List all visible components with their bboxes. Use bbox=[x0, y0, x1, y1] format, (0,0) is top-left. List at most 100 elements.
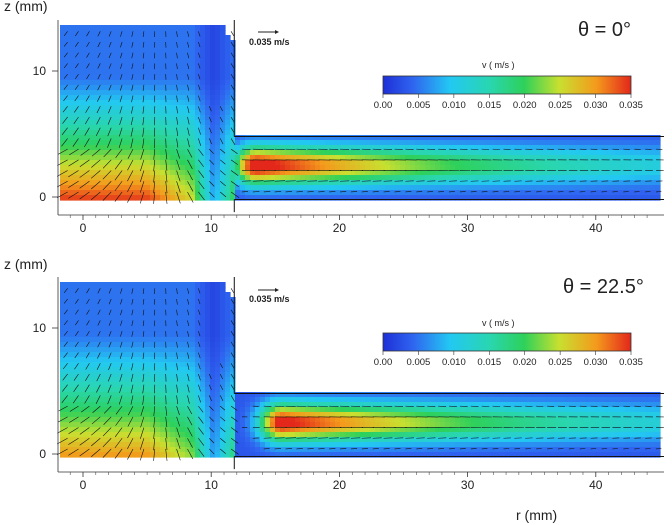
velocity-vector bbox=[130, 116, 134, 126]
velocity-vector bbox=[219, 395, 224, 401]
velocity-vector bbox=[263, 148, 274, 150]
velocity-vector bbox=[187, 84, 190, 91]
top-velocity-field bbox=[56, 25, 664, 204]
velocity-vector bbox=[307, 448, 314, 450]
velocity-vector bbox=[329, 448, 336, 450]
velocity-vector bbox=[198, 159, 204, 167]
velocity-vector bbox=[73, 373, 79, 381]
velocity-vector bbox=[131, 352, 134, 360]
velocity-vector bbox=[108, 341, 112, 348]
velocity-vector bbox=[95, 395, 101, 404]
velocity-vector bbox=[102, 448, 112, 458]
velocity-vector bbox=[208, 395, 212, 401]
velocity-vector bbox=[176, 191, 181, 204]
velocity-vector bbox=[176, 159, 181, 171]
r-tick-label: 30 bbox=[461, 221, 475, 235]
velocity-vector bbox=[263, 191, 271, 193]
velocity-vector bbox=[75, 309, 79, 315]
velocity-vector bbox=[219, 448, 226, 454]
velocity-vector bbox=[86, 320, 90, 326]
velocity-vector bbox=[63, 309, 68, 315]
velocity-vector bbox=[56, 448, 68, 456]
velocity-vector bbox=[68, 448, 79, 456]
velocity-vector bbox=[209, 170, 215, 176]
velocity-vector bbox=[131, 363, 134, 371]
velocity-vector bbox=[187, 31, 190, 37]
velocity-vector bbox=[209, 181, 215, 187]
velocity-vector bbox=[187, 41, 190, 48]
velocity-vector bbox=[63, 41, 68, 47]
velocity-vector bbox=[230, 309, 235, 315]
velocity-vector bbox=[142, 63, 145, 70]
velocity-vector bbox=[86, 298, 90, 305]
top-reference-vector-label: 0.035 m/s bbox=[249, 37, 290, 47]
velocity-vector bbox=[75, 288, 79, 294]
velocity-vector bbox=[230, 341, 235, 347]
velocity-vector bbox=[219, 170, 226, 176]
velocity-vector bbox=[131, 95, 134, 103]
velocity-vector bbox=[90, 170, 101, 179]
velocity-vector bbox=[131, 288, 134, 294]
velocity-vector bbox=[120, 63, 123, 69]
velocity-vector bbox=[230, 395, 236, 402]
velocity-vector bbox=[142, 84, 145, 91]
velocity-vector bbox=[140, 170, 145, 183]
velocity-vector bbox=[198, 309, 201, 315]
velocity-vector bbox=[127, 170, 134, 182]
velocity-vector bbox=[91, 416, 101, 425]
velocity-vector bbox=[208, 138, 212, 145]
velocity-vector bbox=[187, 416, 193, 426]
velocity-vector bbox=[63, 320, 68, 326]
velocity-vector bbox=[102, 181, 112, 191]
velocity-vector bbox=[102, 427, 112, 437]
velocity-vector bbox=[176, 331, 178, 337]
velocity-vector bbox=[140, 416, 145, 428]
velocity-vector bbox=[108, 363, 112, 371]
velocity-vector bbox=[187, 95, 190, 102]
velocity-vector bbox=[230, 170, 239, 176]
velocity-vector bbox=[263, 180, 275, 182]
velocity-vector bbox=[230, 106, 235, 112]
velocity-vector bbox=[165, 448, 168, 461]
velocity-vector bbox=[57, 416, 68, 423]
colorbar-tick-label: 0.030 bbox=[584, 100, 608, 111]
velocity-vector bbox=[153, 427, 156, 439]
velocity-vector bbox=[131, 31, 134, 37]
velocity-vector bbox=[274, 191, 282, 193]
velocity-vector bbox=[119, 127, 123, 137]
velocity-vector bbox=[187, 74, 190, 80]
velocity-vector bbox=[86, 31, 90, 37]
velocity-vector bbox=[90, 448, 101, 457]
velocity-vector bbox=[90, 181, 101, 190]
velocity-vector bbox=[230, 148, 238, 154]
velocity-vector bbox=[86, 52, 90, 58]
velocity-vector bbox=[187, 448, 194, 460]
bottom-colorbar-ticks: 0.00 0.005 0.010 0.015 0.020 0.025 0.030 0.035 bbox=[374, 351, 643, 368]
velocity-vector bbox=[120, 31, 123, 37]
velocity-vector bbox=[56, 170, 68, 177]
velocity-vector bbox=[230, 416, 238, 422]
velocity-vector bbox=[131, 41, 134, 48]
velocity-vector bbox=[97, 352, 101, 359]
velocity-vector bbox=[383, 448, 390, 450]
velocity-vector bbox=[86, 341, 90, 348]
velocity-vector bbox=[107, 127, 112, 137]
velocity-vector bbox=[130, 384, 134, 394]
velocity-vector bbox=[208, 116, 212, 123]
velocity-vector bbox=[86, 63, 90, 69]
velocity-vector bbox=[274, 148, 285, 150]
velocity-vector bbox=[198, 106, 201, 113]
velocity-vector bbox=[230, 31, 235, 37]
velocity-vector bbox=[153, 438, 156, 451]
velocity-vector bbox=[274, 405, 285, 407]
velocity-vector bbox=[219, 159, 226, 165]
velocity-vector bbox=[187, 159, 193, 169]
velocity-vector bbox=[209, 191, 215, 198]
velocity-vector bbox=[127, 416, 134, 427]
velocity-vector bbox=[80, 405, 90, 413]
velocity-vector bbox=[103, 148, 112, 158]
velocity-vector bbox=[131, 320, 134, 327]
bottom-speed-cells bbox=[60, 282, 661, 458]
velocity-vector bbox=[187, 331, 190, 337]
